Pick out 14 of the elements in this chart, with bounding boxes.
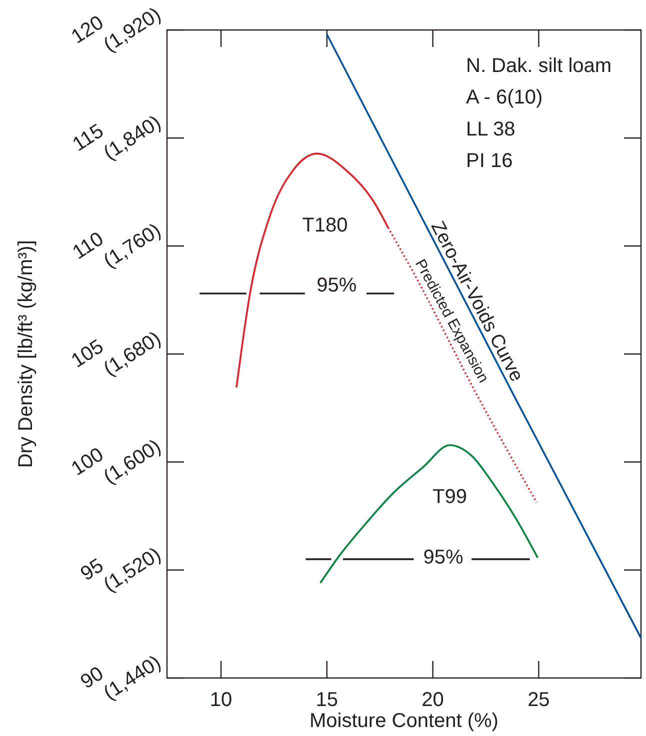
annotation: PI 16	[466, 150, 513, 172]
series-label: T180	[302, 214, 348, 237]
y-axis-title: Dry Density [lb/ft³ (kg/m³)]	[15, 240, 37, 468]
series-label: T99	[432, 486, 467, 508]
x-tick-label: 20	[422, 689, 444, 711]
x-tick-label: 25	[528, 689, 550, 711]
annotation: 95%	[423, 546, 464, 568]
x-tick-label: 15	[316, 689, 338, 711]
annotation: 95%	[316, 274, 357, 296]
annotation: A - 6(10)	[466, 86, 543, 109]
annotation: LL 38	[466, 118, 516, 140]
x-tick-label: 10	[210, 689, 232, 711]
x-axis-title: Moisture Content (%)	[310, 710, 498, 732]
annotation: N. Dak. silt loam	[466, 55, 612, 77]
